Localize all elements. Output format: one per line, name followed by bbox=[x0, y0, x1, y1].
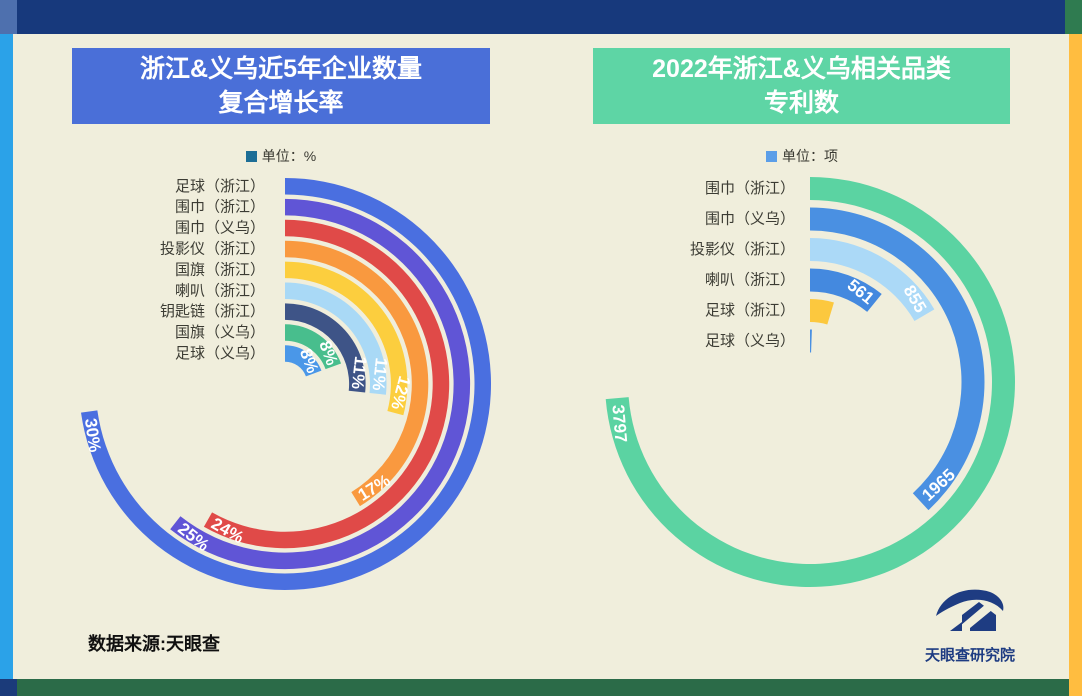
category-label: 钥匙链（浙江） bbox=[160, 303, 265, 320]
top-border-bar bbox=[0, 0, 1082, 34]
category-label: 国旗（浙江） bbox=[175, 261, 265, 278]
left-chart-title-line1: 浙江&义乌近5年企业数量 bbox=[140, 55, 422, 83]
category-label: 围巾（义乌） bbox=[705, 211, 795, 228]
category-label: 喇叭（浙江） bbox=[175, 282, 265, 299]
tianyancha-logo: 天眼查研究院 bbox=[905, 585, 1035, 665]
category-label: 围巾（浙江） bbox=[175, 199, 265, 216]
data-source-note: 数据来源:天眼查 bbox=[88, 634, 220, 654]
arc-segment-4 bbox=[810, 299, 834, 325]
arc-segment-2 bbox=[810, 238, 935, 321]
top-left-accent bbox=[0, 0, 17, 34]
category-label: 足球（浙江） bbox=[175, 178, 265, 195]
right-chart-title-box: 2022年浙江&义乌相关品类 专利数 bbox=[593, 48, 1010, 124]
arc-segment-4 bbox=[285, 261, 408, 416]
arc-segment-5 bbox=[810, 329, 812, 353]
right-chart-title-line2: 专利数 bbox=[763, 89, 839, 117]
category-label: 投影仪（浙江） bbox=[690, 241, 795, 258]
tianyancha-logo-icon bbox=[936, 589, 1004, 631]
value-label: 11% bbox=[348, 355, 370, 390]
category-label: 足球（浙江） bbox=[705, 302, 795, 319]
category-label: 围巾（义乌） bbox=[175, 220, 265, 237]
arc-segment-7 bbox=[285, 324, 342, 370]
arc-segment-1 bbox=[810, 207, 985, 511]
arc-segment-0 bbox=[81, 178, 491, 590]
left-radial-bar-chart: 足球（浙江）30%围巾（浙江）25%围巾（义乌）24%投影仪（浙江）17%国旗（… bbox=[81, 178, 491, 590]
right-unit-legend: 单位：项 bbox=[702, 146, 902, 166]
right-chart-title-line1: 2022年浙江&义乌相关品类 bbox=[652, 55, 951, 83]
tianyancha-logo-text: 天眼查研究院 bbox=[924, 647, 1015, 664]
value-label: 30% bbox=[81, 417, 105, 453]
value-label: 3797 bbox=[608, 404, 630, 443]
category-label: 围巾（浙江） bbox=[705, 180, 795, 197]
right-unit-label: 单位：项 bbox=[782, 148, 838, 164]
left-chart-title-box: 浙江&义乌近5年企业数量 复合增长率 bbox=[72, 48, 490, 124]
left-border-stripe bbox=[0, 34, 13, 679]
left-unit-legend: 单位：% bbox=[181, 146, 381, 166]
bottom-border-bar bbox=[0, 679, 1069, 696]
arc-segment-6 bbox=[285, 303, 366, 393]
top-right-accent bbox=[1065, 0, 1082, 34]
left-chart-title-line2: 复合增长率 bbox=[218, 89, 344, 117]
left-legend-square-icon bbox=[245, 150, 257, 162]
arc-segment-3 bbox=[285, 240, 429, 507]
left-unit-label: 单位：% bbox=[261, 148, 317, 164]
right-legend-square-icon bbox=[766, 150, 777, 162]
value-label: 11% bbox=[369, 357, 391, 392]
right-border-stripe bbox=[1069, 34, 1082, 696]
arc-segment-3 bbox=[810, 268, 882, 312]
category-label: 足球（义乌） bbox=[175, 345, 265, 362]
arc-segment-1 bbox=[170, 198, 471, 570]
category-label: 喇叭（浙江） bbox=[705, 272, 795, 289]
arc-segment-8 bbox=[285, 345, 322, 377]
bottom-left-accent bbox=[0, 679, 17, 696]
category-label: 国旗（义乌） bbox=[175, 324, 265, 341]
arc-segment-5 bbox=[285, 282, 387, 395]
category-label: 投影仪（浙江） bbox=[160, 240, 265, 257]
category-label: 足球（义乌） bbox=[705, 333, 795, 350]
